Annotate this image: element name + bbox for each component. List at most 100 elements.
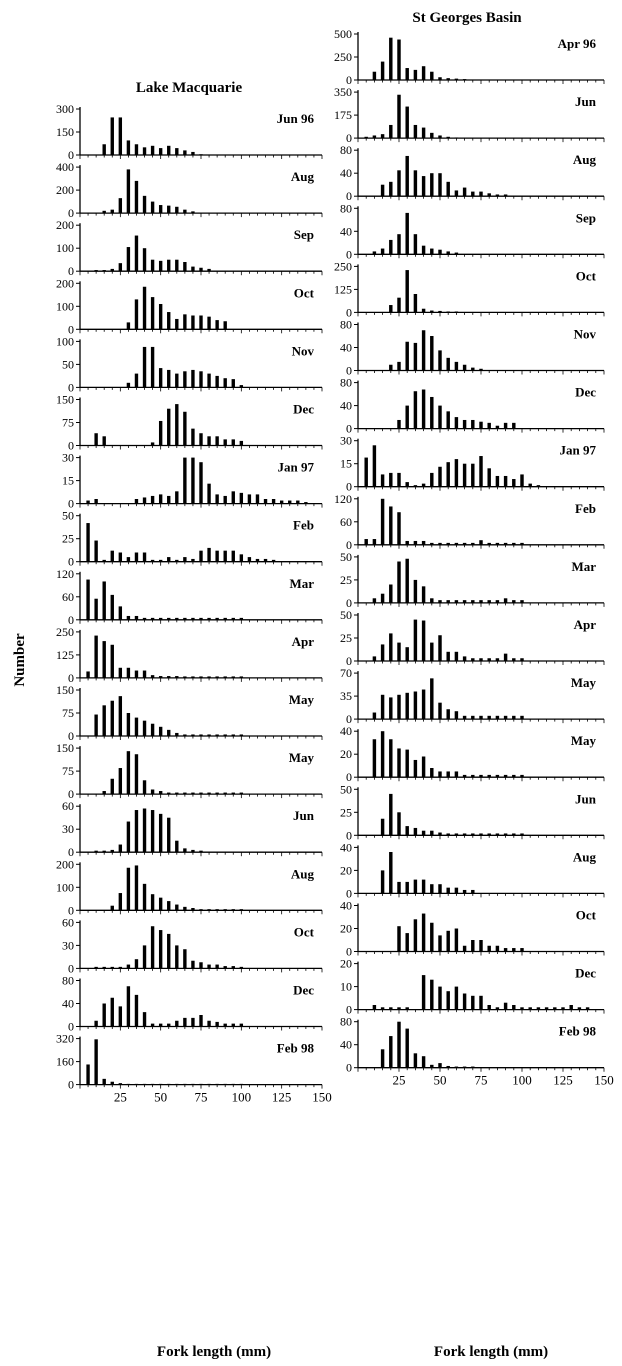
histogram-bar [512,600,516,603]
histogram-bar [512,1005,516,1010]
histogram-bar [536,1007,541,1010]
histogram-bar [397,234,401,255]
histogram-bar [421,330,426,371]
histogram-bar [239,492,244,504]
x-tick-label: 75 [195,1090,208,1105]
panel-label: Oct [294,924,315,939]
histogram-bar [167,369,171,388]
y-tick-label: 0 [68,671,74,685]
histogram-bar [183,676,187,678]
histogram-bar [134,552,139,562]
y-tick-label: 60 [62,799,74,813]
y-tick-label: 10 [340,980,352,994]
histogram-bar [126,667,131,678]
histogram-bar [389,506,393,545]
histogram-bar [215,964,219,969]
y-tick-label: 0 [68,497,74,511]
histogram-bar [438,310,442,313]
histogram-bar [150,559,155,562]
histogram-bar [199,154,203,155]
y-tick-label: 30 [62,451,74,465]
panel-label: Oct [294,285,315,300]
y-tick-label: 0 [346,828,352,842]
histogram-bar [110,1081,114,1085]
histogram-bar [389,1007,393,1010]
y-tick-label: 200 [56,183,74,197]
y-tick-label: 40 [340,166,352,180]
histogram-bar [231,1023,235,1027]
histogram-bar [512,422,516,429]
histogram-bar [207,734,211,736]
histogram-bar [446,357,450,371]
histogram-bar [158,676,163,678]
y-tick-label: 0 [346,945,352,959]
histogram-bar [503,715,508,720]
histogram-bar [520,948,524,952]
histogram-bar [471,419,475,429]
y-tick-label: 40 [340,399,352,413]
histogram-bar [389,124,393,139]
histogram-bar [380,818,385,836]
y-tick-label: 175 [334,108,352,122]
histogram-bar [126,713,131,736]
histogram-bar [454,361,459,371]
histogram-bar [487,542,491,545]
histogram-bar [495,542,500,545]
panel-label: Apr [292,634,315,649]
x-tick-label: 75 [475,1073,488,1088]
panel-label: Feb 98 [277,1041,315,1056]
histogram-bar [207,373,211,388]
histogram-bar [430,248,434,255]
histogram-bar [512,715,516,720]
histogram-bar [207,316,211,330]
y-tick-label: 80 [340,201,352,215]
histogram-bar [471,191,475,197]
histogram-bar [239,734,244,736]
histogram-bar [471,658,475,661]
histogram-bar [134,959,139,969]
y-tick-label: 75 [62,706,74,720]
histogram-bar [255,558,260,562]
histogram-bar [430,472,434,487]
histogram-bar [413,124,418,139]
histogram-bar [380,248,385,255]
histogram-bar [430,132,434,139]
histogram-bar [520,774,524,778]
y-tick-label: 20 [340,957,352,971]
histogram-bar [471,542,475,545]
column-title-right: St Georges Basin [412,10,522,26]
histogram-bar [102,966,106,969]
histogram-bar [389,584,393,603]
histogram-bar [454,417,459,429]
histogram-bar [126,322,131,330]
histogram-bar [158,617,163,620]
histogram-bar [183,314,187,330]
histogram-bar [126,821,131,853]
histogram-bar [223,966,227,969]
histogram-bar [372,598,377,603]
histogram-bar [495,1007,500,1010]
histogram-bar [199,962,203,969]
histogram-bar [223,792,227,795]
y-tick-label: 100 [56,334,74,348]
histogram-bar [118,844,123,853]
histogram-bar [167,676,171,678]
y-tick-label: 40 [340,840,352,854]
histogram-bar [126,751,131,795]
histogram-bar [446,709,450,720]
histogram-bar [215,436,219,446]
histogram-bar [479,774,483,778]
histogram-bar [438,635,442,661]
histogram-bar [134,144,139,155]
histogram-bar [528,483,532,487]
histogram-bar [380,1007,385,1010]
histogram-bar [150,1083,155,1085]
y-tick-label: 0 [68,439,74,453]
histogram-bar [520,1007,524,1010]
histogram-bar [288,500,292,504]
histogram-bar [389,852,393,894]
histogram-bar [118,552,123,562]
histogram-bar [102,791,106,795]
histogram-bar [446,136,450,139]
histogram-bar [512,774,516,778]
